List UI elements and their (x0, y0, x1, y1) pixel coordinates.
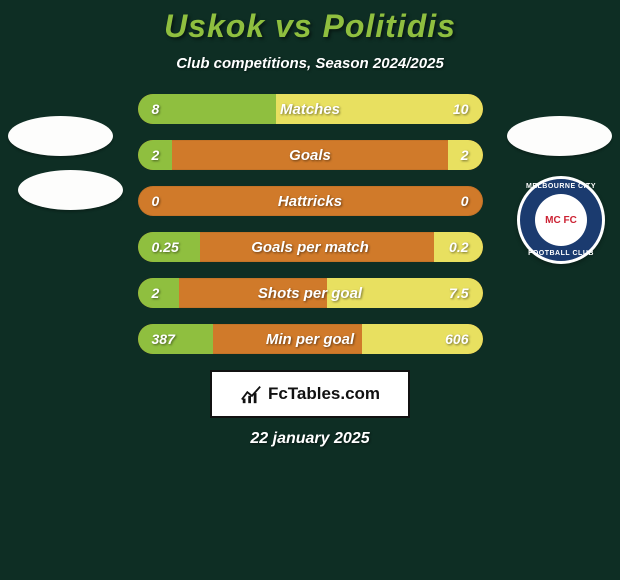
branding-text: FcTables.com (268, 384, 380, 404)
stat-label: Goals per match (138, 239, 483, 256)
avatar-left-1 (8, 116, 113, 156)
stat-value-left: 387 (152, 331, 175, 347)
stat-row: Shots per goal2 7.5 (138, 278, 483, 308)
badge-bottom-text: FOOTBALL CLUB (517, 250, 605, 257)
stat-value-right: 606 (445, 331, 468, 347)
avatar-left-2 (18, 170, 123, 210)
stat-label: Min per goal (138, 331, 483, 348)
avatar-right-1 (507, 116, 612, 156)
stat-label: Matches (138, 101, 483, 118)
stat-row: Goals2 2 (138, 140, 483, 170)
stat-row: Goals per match0.25 0.2 (138, 232, 483, 262)
stat-value-left: 8 (152, 101, 160, 117)
date-text: 22 january 2025 (0, 430, 620, 448)
stat-value-left: 0 (152, 193, 160, 209)
stat-value-left: 2 (152, 285, 160, 301)
branding-box: FcTables.com (210, 370, 410, 418)
stat-row: Min per goal387 606 (138, 324, 483, 354)
subtitle: Club competitions, Season 2024/2025 (0, 55, 620, 72)
stat-value-right: 0 (461, 193, 469, 209)
stat-value-right: 7.5 (449, 285, 468, 301)
stat-label: Hattricks (138, 193, 483, 210)
badge-center: MC FC (535, 194, 587, 246)
infographic-container: Uskok vs Politidis Club competitions, Se… (0, 0, 620, 580)
stat-value-right: 10 (453, 101, 469, 117)
stat-row: Matches8 10 (138, 94, 483, 124)
stat-label: Goals (138, 147, 483, 164)
stat-value-left: 2 (152, 147, 160, 163)
stat-label: Shots per goal (138, 285, 483, 302)
page-title: Uskok vs Politidis (0, 8, 620, 45)
stat-value-left: 0.25 (152, 239, 179, 255)
chart-icon (240, 383, 262, 405)
stats-rows: Matches810Goals22Hattricks00Goals per ma… (138, 94, 483, 354)
stat-value-right: 2 (461, 147, 469, 163)
club-badge: MELBOURNE CITY MC FC FOOTBALL CLUB (517, 176, 605, 264)
stat-value-right: 0.2 (449, 239, 468, 255)
stat-row: Hattricks0 0 (138, 186, 483, 216)
badge-top-text: MELBOURNE CITY (517, 183, 605, 190)
